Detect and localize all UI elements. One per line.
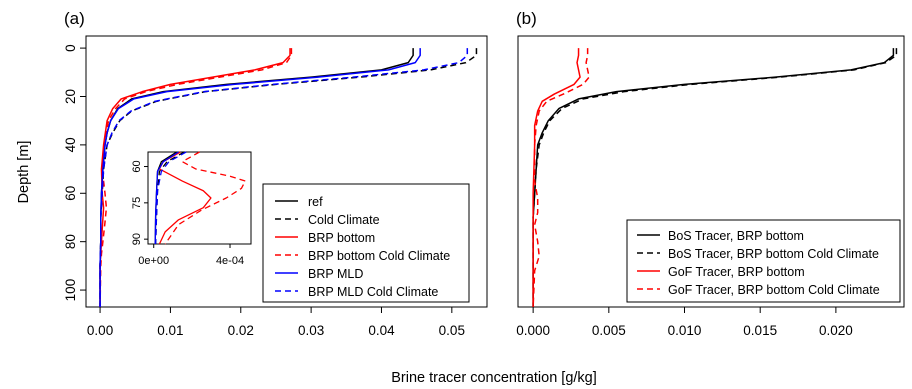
inset-x-tick-label: 0e+00 [138,255,169,267]
legend-label-brp-mld: BRP MLD [308,267,363,281]
x-tick-label-b: 0.010 [668,323,702,338]
legend-label-ref: ref [308,195,323,209]
x-tick-label-b: 0.020 [819,323,853,338]
inset-series-lines [154,151,246,245]
plot-frame-b [517,35,905,308]
legend-label-brp-mld-cold: BRP MLD Cold Climate [308,285,438,299]
series-lines-b [532,48,898,308]
y-axis-title: Depth [m] [16,141,32,204]
y-tick-label-a: 40 [63,137,78,152]
x-tick-label-b: 0.000 [516,323,550,338]
legend-label-gof-bottom: GoF Tracer, BRP bottom [668,265,805,279]
line-a-brp-bottom-line [99,48,291,307]
x-tick-label-b: 0.015 [743,323,777,338]
inset-x-tick-label: 4e-04 [216,255,244,267]
inset-y-tick-label: 75 [131,197,143,209]
x-tick-label-a: 0.02 [228,323,254,338]
legend-label-brp-bottom-cold: BRP bottom Cold Climate [308,249,450,263]
legend-box-b [626,219,901,303]
x-tick-label-a: 0.00 [87,323,113,338]
inset-x-axis: 0e+00 4e-04 [138,244,244,267]
x-tick-label-a: 0.03 [298,323,324,338]
x-tick-label-a: 0.05 [439,323,465,338]
x-axis-b: 0.000 0.005 0.010 0.015 0.020 [516,307,853,338]
x-tick-label-b: 0.005 [592,323,626,338]
legend-label-brp-bottom: BRP bottom [308,231,375,245]
y-tick-label-a: 60 [63,186,78,201]
line-a-brp-mld-cold-climate-line [99,48,469,307]
inset-y-tick-label: 60 [131,160,143,172]
inset-series-4-line [154,151,179,245]
inset-series-5-line [154,151,187,245]
inset-series-3-line [164,151,246,245]
legend-b: BoS Tracer, BRP bottom BoS Tracer, BRP b… [626,219,901,303]
line-b-gof-tracer-brp-bottom-cold-climate-line [532,48,590,308]
legend-box-a [262,183,470,303]
y-tick-label-a: 100 [63,279,78,302]
y-axis-a: 0 20 40 60 80 100 [63,44,86,301]
inset-plot: 60 75 90 0e+00 4e-04 [131,151,252,267]
y-tick-label-a: 0 [63,44,78,52]
legend-label-bos-bottom-cold: BoS Tracer, BRP bottom Cold Climate [668,247,879,261]
legend-label-gof-bottom-cold: GoF Tracer, BRP bottom Cold Climate [668,283,880,297]
x-tick-label-a: 0.04 [368,323,395,338]
x-axis-title: Brine tracer concentration [g/kg] [391,370,597,386]
series-lines-a [99,48,478,308]
x-axis-a: 0.00 0.01 0.02 0.03 0.04 0.05 [87,307,465,338]
inset-frame [147,151,252,245]
plot-frame-a [85,35,488,308]
legend-label-bos-bottom: BoS Tracer, BRP bottom [668,229,804,243]
line-b-gof-tracer-brp-bottom-line [532,48,581,307]
inset-y-axis: 60 75 90 [131,160,148,245]
panel-b: (b) 0.000 0.005 0.010 0.015 0.020 BoS Tracer… [516,9,905,338]
legend-a: ref Cold Climate BRP bottom BRP bottom C… [262,183,470,303]
inset-y-tick-label: 90 [131,233,143,245]
line-a-cold-climate-line [99,48,478,307]
line-a-brp-bottom-cold-climate-line [99,48,293,308]
panel-label-a: (a) [64,9,85,28]
panel-label-b: (b) [516,9,537,28]
y-tick-label-a: 20 [63,89,78,104]
y-tick-label-a: 80 [63,234,78,249]
legend-label-cold-climate: Cold Climate [308,213,380,227]
x-tick-label-a: 0.01 [157,323,183,338]
